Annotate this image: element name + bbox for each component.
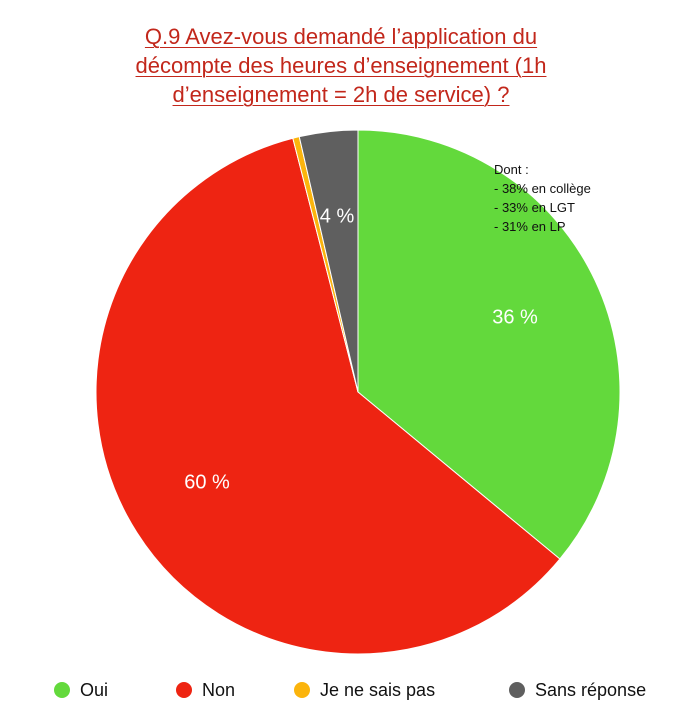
chart-title-line-3: d’enseignement = 2h de service) ?: [172, 82, 510, 107]
legend-label-oui: Oui: [80, 679, 109, 700]
pie-slice-sans-reponse: [298, 129, 359, 393]
annotation-line-1: Dont :: [494, 162, 529, 177]
data-label-sans-reponse: 4 %: [320, 205, 355, 227]
chart-legend: Oui Non Je ne sais pas Sans réponse: [0, 676, 682, 704]
legend-label-je-ne-sais-pas: Je ne sais pas: [320, 679, 436, 700]
legend-swatch-oui: [54, 682, 70, 698]
legend-swatch-je-ne-sais-pas: [294, 682, 310, 698]
data-label-non: 60 %: [184, 471, 230, 493]
legend-item-je-ne-sais-pas: Je ne sais pas: [294, 676, 435, 704]
legend-swatch-sans-reponse: [509, 682, 525, 698]
pie-slice-non: [95, 137, 561, 655]
annotation-line-2: - 38% en collège: [494, 181, 591, 196]
legend-label-non: Non: [202, 679, 236, 700]
legend-item-sans-reponse: Sans réponse: [509, 676, 646, 704]
legend-item-non: Non: [176, 676, 235, 704]
annotation-line-3: - 33% en LGT: [494, 200, 575, 215]
data-label-oui: 36 %: [492, 306, 538, 328]
chart-title-line-2: décompte des heures d’enseignement (1h: [135, 53, 547, 78]
annotation-line-4: - 31% en LP: [494, 219, 566, 234]
oui-breakdown-annotation: Dont : - 38% en collège - 33% en LGT - 3…: [494, 160, 591, 236]
legend-swatch-non: [176, 682, 192, 698]
chart-title-line-1: Q.9 Avez-vous demandé l’application du: [144, 24, 538, 49]
legend-label-sans-reponse: Sans réponse: [535, 679, 647, 700]
chart-title: Q.9 Avez-vous demandé l’application du d…: [0, 22, 682, 109]
legend-item-oui: Oui: [54, 676, 108, 704]
pie-slice-oui: [357, 129, 621, 560]
